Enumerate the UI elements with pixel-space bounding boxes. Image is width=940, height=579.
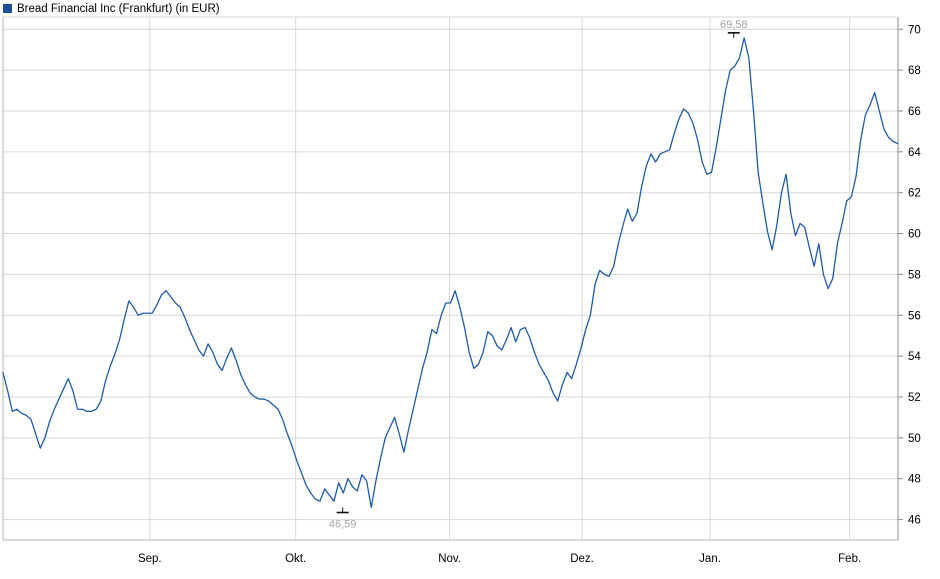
x-axis-label: Sep. [138,553,162,565]
y-axis-label: 68 [908,65,921,77]
x-axis-label: Okt. [285,553,306,565]
chart-legend: Bread Financial Inc (Frankfurt) (in EUR) [0,0,220,17]
y-axis-label: 66 [908,106,921,118]
y-axis-label: 70 [908,24,921,36]
y-axis-label: 60 [908,229,921,241]
annotation-label: 46,59 [329,519,357,531]
legend-color-swatch [3,4,12,13]
y-axis-label: 56 [908,310,921,322]
x-axis-label: Dez. [570,553,594,565]
gridlines [3,28,903,521]
y-axis-label: 48 [908,474,921,486]
annotation-label: 69,58 [720,19,748,31]
y-axis-label: 54 [908,351,921,363]
x-axis-ticks [149,17,851,540]
y-axis-label: 62 [908,188,921,200]
y-axis-labels: 46 48 50 52 54 56 58 60 62 64 66 68 70 [908,24,921,526]
x-axis-labels: Sep. Okt. Nov. Dez. Jan. Feb. [138,553,861,565]
y-axis-label: 50 [908,433,921,445]
plot-frame [2,16,899,541]
x-axis-label: Nov. [438,553,461,565]
y-axis-label: 46 [908,515,921,527]
chart-plot-area[interactable]: 46 48 50 52 54 56 58 60 62 64 66 68 70 Sep. Okt. Nov. D… [0,14,940,579]
x-axis-label: Jan. [699,553,721,565]
y-axis-label: 58 [908,269,921,281]
chart-title: Bread Financial Inc (Frankfurt) (in EUR) [17,2,220,15]
x-axis-label: Feb. [838,553,861,565]
stock-price-line-chart[interactable]: 46 48 50 52 54 56 58 60 62 64 66 68 70 Sep. Okt. Nov. D… [0,14,940,579]
y-axis-label: 52 [908,392,921,404]
y-axis-label: 64 [908,147,921,159]
price-series-line [2,37,899,509]
value-annotations: 69,58 46,59 [329,19,748,531]
